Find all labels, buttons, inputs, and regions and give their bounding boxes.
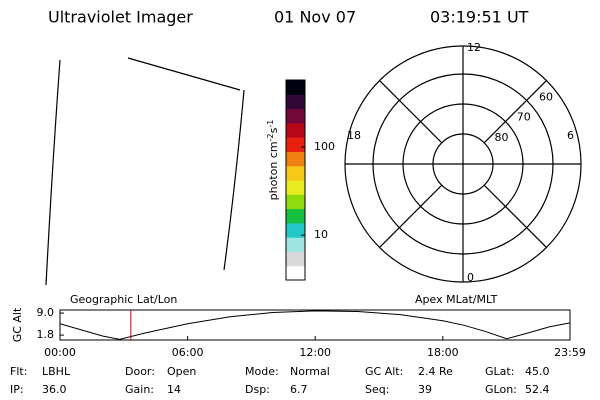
image-frame — [45, 57, 245, 286]
left-label: Geographic Lat/Lon — [70, 293, 177, 306]
lat-label: 70 — [517, 111, 531, 124]
colorbar-swatch — [286, 122, 305, 138]
x-tick-label: 23:59 — [554, 346, 586, 359]
field-label: GLat: — [485, 365, 514, 378]
mlt-label: 12 — [467, 41, 481, 54]
field-value: 45.0 — [525, 365, 550, 378]
colorbar-label: photon cm-2s-1 — [266, 120, 281, 201]
colorbar-swatch — [286, 180, 305, 195]
unit-exp: -2 — [266, 133, 275, 141]
field-value: Normal — [290, 365, 330, 378]
colorbar-swatch — [286, 222, 305, 238]
colorbar-swatch — [286, 137, 305, 152]
x-tick-label: 12:00 — [299, 346, 331, 359]
y-tick-label: 1.8 — [37, 328, 55, 341]
frame-edge — [223, 89, 245, 271]
time: 03:19:51 UT — [430, 8, 529, 27]
field-value: 36.0 — [42, 383, 67, 396]
altitude-line — [59, 310, 571, 340]
field-value: Open — [167, 365, 196, 378]
field-label: Dsp: — [245, 383, 270, 396]
colorbar-swatch — [286, 151, 305, 167]
colorbar-swatch — [286, 265, 305, 281]
field-label: Seq: — [365, 383, 389, 396]
mlt-label: 18 — [347, 129, 361, 142]
lat-label: 80 — [494, 131, 508, 144]
x-tick-label: 06:00 — [172, 346, 204, 359]
x-tick-label: 18:00 — [427, 346, 459, 359]
date: 01 Nov 07 — [274, 8, 356, 27]
frame-edge — [127, 57, 241, 91]
field-label: Flt: — [10, 365, 27, 378]
footer: Flt: LBHL Door: Open Mode: Normal GC Alt: 2.4 R… — [10, 365, 550, 396]
colorbar: 10 100 — [285, 79, 335, 281]
colorbar-swatch — [286, 237, 305, 252]
field-label: Mode: — [245, 365, 279, 378]
diag-line — [379, 184, 443, 248]
y-tick-label: 9.0 — [37, 306, 55, 319]
field-value: 6.7 — [290, 383, 308, 396]
field-label: Door: — [125, 365, 155, 378]
field-value: 2.4 Re — [418, 365, 453, 378]
field-value: LBHL — [42, 365, 71, 378]
field-label: IP: — [10, 383, 24, 396]
colorbar-swatch — [286, 251, 305, 267]
colorbar-swatch — [286, 165, 305, 181]
unit: s — [267, 127, 280, 133]
colorbar-swatch — [286, 194, 305, 210]
colorbar-swatch — [286, 94, 305, 110]
frame-edge — [45, 59, 61, 286]
y-axis-label: GC Alt — [11, 307, 24, 342]
diag-line — [379, 80, 443, 144]
field-label: GC Alt: — [365, 365, 403, 378]
mlt-label: 6 — [567, 129, 574, 142]
colorbar-swatch — [286, 80, 305, 95]
unit: photon cm — [267, 141, 280, 200]
field-value: 39 — [418, 383, 432, 396]
diag-line — [483, 80, 547, 144]
field-value: 14 — [167, 383, 181, 396]
colorbar-tick-label: 100 — [314, 140, 335, 153]
lat-label: 60 — [539, 91, 553, 104]
field-label: Gain: — [125, 383, 154, 396]
polar-grid — [344, 45, 582, 283]
colorbar-swatch — [286, 108, 305, 124]
unit-exp: -1 — [266, 120, 275, 128]
field-value: 52.4 — [525, 383, 550, 396]
mlt-label: 0 — [467, 271, 474, 284]
colorbar-tick-label: 10 — [314, 228, 328, 241]
colorbar-swatch — [286, 208, 305, 224]
orbit-strip: Geographic Lat/Lon Apex MLat/MLT GC Alt 9.0… — [11, 293, 586, 359]
diag-line — [483, 184, 547, 248]
right-label: Apex MLat/MLT — [415, 293, 498, 306]
field-label: GLon: — [485, 383, 517, 396]
colorbar-border — [285, 79, 306, 281]
title: Ultraviolet Imager — [48, 8, 193, 27]
x-tick-label: 00:00 — [44, 346, 76, 359]
